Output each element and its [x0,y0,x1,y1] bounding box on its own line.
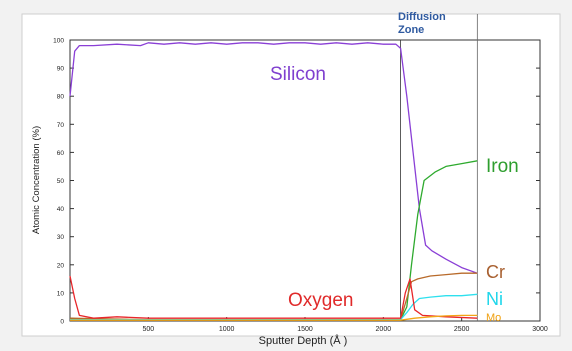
y-tick-label: 0 [60,319,64,326]
annotation-zone: Zone [398,24,424,36]
series-line-oxygen [69,275,478,319]
y-tick-label: 20 [57,262,65,269]
y-tick-label: 40 [57,206,65,213]
y-tick-label: 30 [57,234,65,241]
series-label-iron: Iron [486,156,519,177]
y-axis-label: Atomic Concentration (%) [31,126,42,234]
x-tick-label: 1000 [219,326,235,333]
y-tick-label: 90 [57,66,65,73]
series-line-silicon [69,42,478,274]
y-tick-label: 70 [57,122,65,129]
labels-layer: Silicon Iron Cr Ni Oxygen Mo [270,64,519,324]
y-tick-label: 10 [57,290,65,297]
series-label-oxygen: Oxygen [288,290,353,311]
figure-panel [21,13,561,337]
x-tick-label: 2000 [376,326,392,333]
x-tick-label: 1500 [297,326,313,333]
series-label-mo: Mo [486,312,501,324]
series-layer [69,42,478,321]
x-axis-label: Sputter Depth (Å ) [259,334,348,347]
series-line-mo [70,314,478,321]
x-tick-label: 2500 [454,326,470,333]
axes-group: 500 1000 1500 2000 2500 3000 0 10 20 30 40 50 60 70 80… [53,14,548,333]
y-tick-label: 100 [53,38,64,45]
series-label-cr: Cr [486,262,505,282]
series-label-ni: Ni [486,289,503,309]
x-tick-label: 500 [142,326,154,333]
x-tick-label: 3000 [532,326,548,333]
series-label-silicon: Silicon [270,64,326,85]
y-tick-label: 80 [57,94,65,101]
annotation-diffusion: Diffusion [398,11,446,23]
y-tick-label: 50 [57,178,65,185]
y-tick-label: 60 [57,150,65,157]
